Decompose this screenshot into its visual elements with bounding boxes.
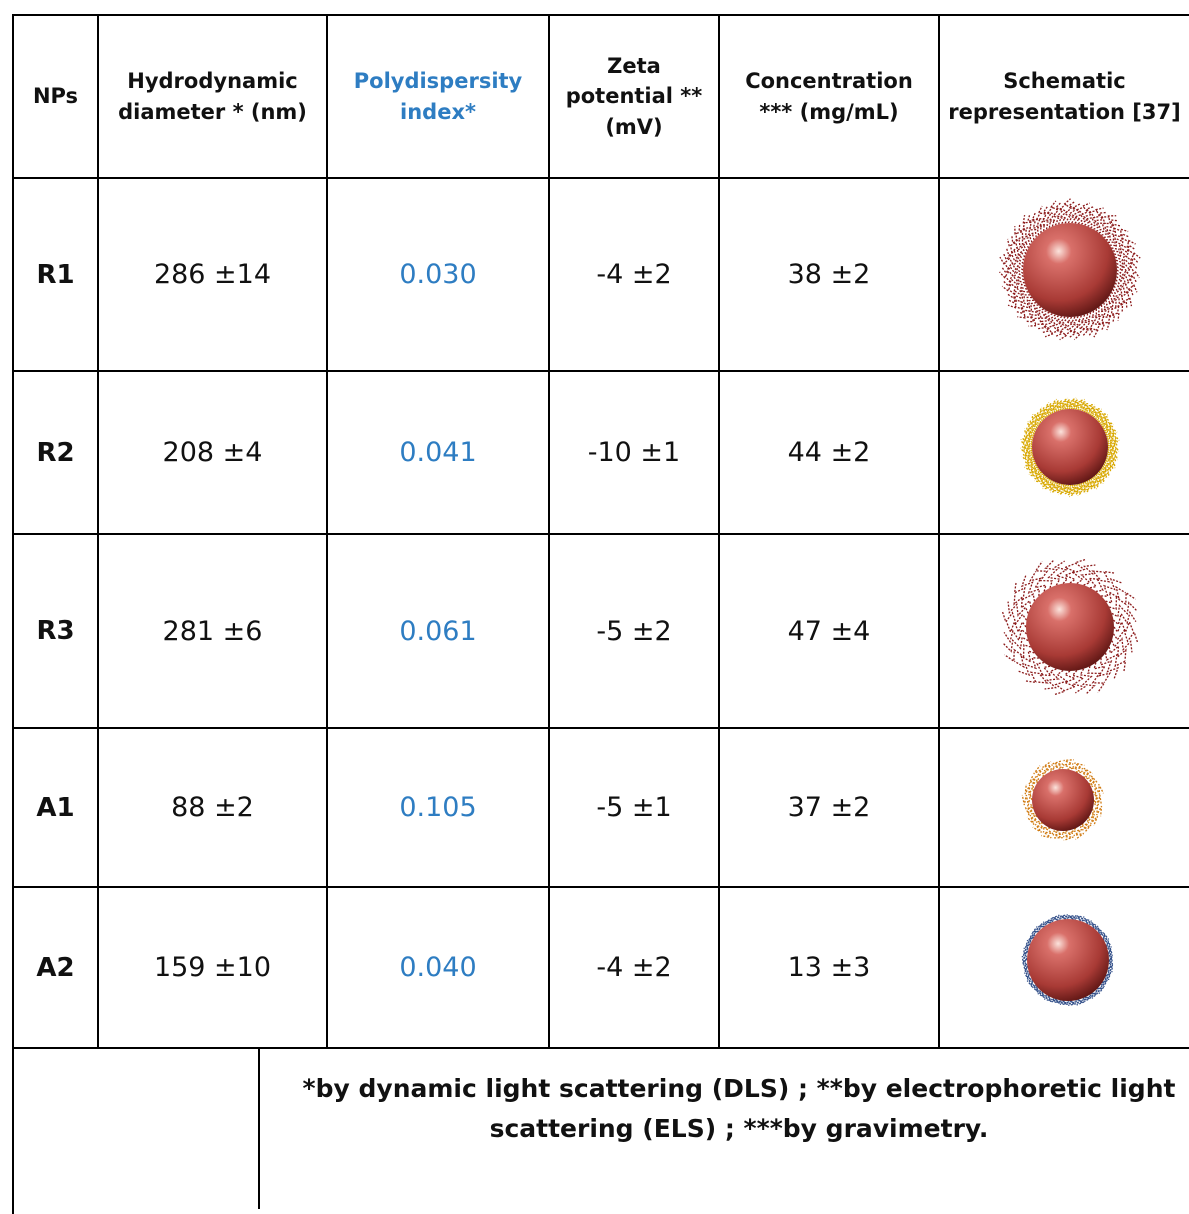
table-cell: 159 ±10 [99, 888, 328, 1049]
table-cell: R3 [14, 535, 99, 729]
table-cell: 281 ±6 [99, 535, 328, 729]
table-cell: 208 ±4 [99, 372, 328, 535]
table-cell: -5 ±1 [550, 729, 720, 888]
table-cell: A1 [14, 729, 99, 888]
table-cell: 286 ±14 [99, 179, 328, 372]
table-cell: 13 ±3 [720, 888, 940, 1049]
table-cell: 88 ±2 [99, 729, 328, 888]
table-cell: 0.041 [328, 372, 550, 535]
table-cell: 38 ±2 [720, 179, 940, 372]
table-cell: -5 ±2 [550, 535, 720, 729]
page: {"table": { "headers": ["NPs", "Hydrodyn… [12, 14, 1189, 1214]
table-cell: 37 ±2 [720, 729, 940, 888]
table-cell: 0.061 [328, 535, 550, 729]
header-cell: Schematic representation [37] [940, 16, 1189, 179]
header-cell: Concentration *** (mg/mL) [720, 16, 940, 179]
schematic-cell [940, 535, 1189, 729]
header-cell: Zeta potential ** (mV) [550, 16, 720, 179]
table-cell: -4 ±2 [550, 179, 720, 372]
table-cell: -4 ±2 [550, 888, 720, 1049]
schematic-cell [940, 179, 1189, 372]
footnote-spacer [14, 1049, 260, 1209]
header-cell: Hydrodynamic diameter * (nm) [99, 16, 328, 179]
table-cell: 44 ±2 [720, 372, 940, 535]
table-cell: R1 [14, 179, 99, 372]
table-cell: 0.030 [328, 179, 550, 372]
header-cell: Polydispersity index* [328, 16, 550, 179]
table-cell: 0.040 [328, 888, 550, 1049]
table-cell: A2 [14, 888, 99, 1049]
table: NPs Hydrodynamic diameter * (nm) Polydispe… [12, 14, 1189, 1214]
schematic-cell [940, 729, 1189, 888]
footnote: *by dynamic light scattering (DLS) ; **b… [260, 1049, 1189, 1169]
table-cell: 0.105 [328, 729, 550, 888]
table-cell: -10 ±1 [550, 372, 720, 535]
header-cell: NPs [14, 16, 99, 179]
schematic-cell [940, 888, 1189, 1049]
table-cell: R2 [14, 372, 99, 535]
table-cell: 47 ±4 [720, 535, 940, 729]
schematic-cell [940, 372, 1189, 535]
